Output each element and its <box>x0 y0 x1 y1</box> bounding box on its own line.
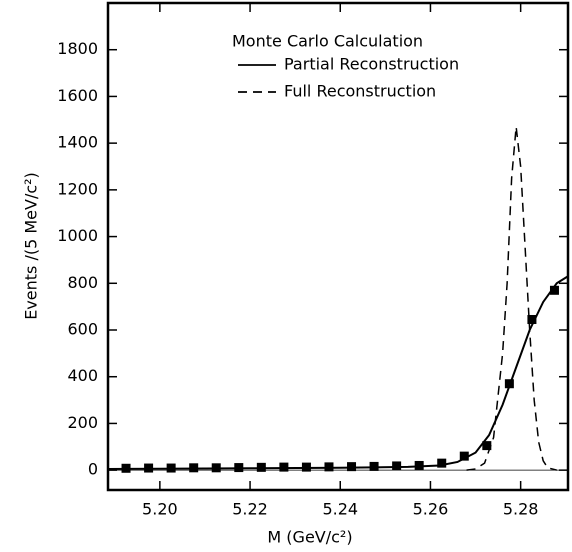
plot-frame <box>106 1 570 492</box>
data-point <box>166 463 176 473</box>
data-point <box>504 379 514 389</box>
x-tick-label: 5.24 <box>322 500 358 519</box>
data-point <box>392 461 402 471</box>
legend-label: Full Reconstruction <box>284 82 436 101</box>
data-point <box>144 463 154 473</box>
y-tick-label: 1400 <box>57 133 98 152</box>
data-point <box>279 462 289 472</box>
x-tick-label: 5.20 <box>142 500 178 519</box>
data-point <box>256 462 266 472</box>
y-tick-label: 1800 <box>57 39 98 58</box>
data-point <box>347 462 357 472</box>
y-tick-label: 800 <box>67 273 98 292</box>
data-point <box>301 462 311 472</box>
data-point <box>121 463 131 473</box>
y-axis-label: Events /(5 MeV/c²) <box>22 172 41 320</box>
y-tick-label: 400 <box>67 366 98 385</box>
y-tick-label: 0 <box>88 460 98 479</box>
x-tick-label: 5.22 <box>232 500 268 519</box>
data-point <box>414 460 424 470</box>
x-axis-label: M (GeV/c²) <box>267 528 352 547</box>
y-tick-label: 600 <box>67 320 98 339</box>
y-tick-label: 1000 <box>57 226 98 245</box>
data-point <box>527 314 537 324</box>
data-point <box>369 461 379 471</box>
series-line <box>466 126 557 471</box>
data-point <box>211 463 221 473</box>
x-tick-label: 5.28 <box>503 500 539 519</box>
data-point <box>549 285 559 295</box>
data-point <box>459 451 469 461</box>
data-point <box>324 462 334 472</box>
series-line <box>107 275 569 470</box>
x-tick-label: 5.26 <box>413 500 449 519</box>
legend-title: Monte Carlo Calculation <box>232 32 423 51</box>
data-point <box>234 463 244 473</box>
data-point <box>437 458 447 468</box>
y-tick-label: 200 <box>67 413 98 432</box>
y-tick-label: 1200 <box>57 179 98 198</box>
legend-label: Partial Reconstruction <box>284 55 459 74</box>
data-point <box>189 463 199 473</box>
y-tick-label: 1600 <box>57 86 98 105</box>
data-point <box>482 441 492 451</box>
